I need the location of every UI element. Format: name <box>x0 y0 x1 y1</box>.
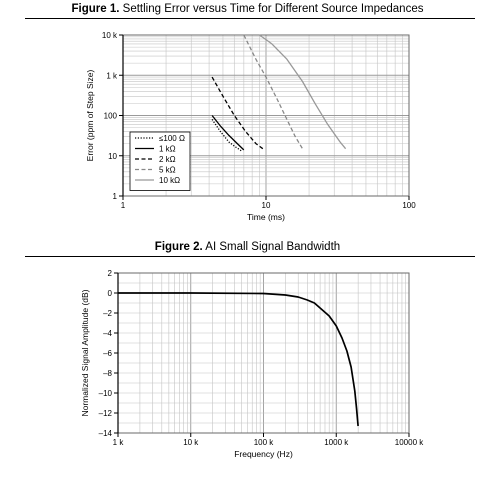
figure-1-title: Figure 1. Settling Error versus Time for… <box>0 3 495 15</box>
y-tick-label: –8 <box>103 369 112 378</box>
series-line-3 <box>211 76 264 150</box>
y-tick-label: 100 <box>104 112 118 121</box>
y-tick-label: 2 <box>108 269 113 278</box>
legend-label: ≤100 Ω <box>159 134 185 143</box>
title-rule <box>25 18 475 19</box>
y-tick-label: –12 <box>99 409 113 418</box>
y-tick-label: –10 <box>99 389 113 398</box>
x-tick-label: 10000 k <box>395 438 424 447</box>
x-axis-label: Frequency (Hz) <box>234 449 293 459</box>
series-line-5 <box>259 34 347 150</box>
legend-box <box>129 131 191 191</box>
legend-label: 5 kΩ <box>159 166 176 175</box>
figure-1-label: Figure 1. <box>71 3 120 15</box>
y-tick-label: 1 <box>113 192 118 201</box>
figure-2-title: Figure 2. AI Small Signal Bandwidth <box>0 241 495 253</box>
x-tick-label: 100 k <box>254 438 275 447</box>
x-tick-label: 1000 k <box>324 438 349 447</box>
y-tick-label: –6 <box>103 349 112 358</box>
figure-2-label: Figure 2. <box>154 241 203 253</box>
x-axis-label: Time (ms) <box>247 212 285 222</box>
x-tick-label: 1 <box>121 201 126 210</box>
legend-label: 2 kΩ <box>159 155 176 164</box>
series-line-2 <box>211 115 245 151</box>
x-tick-label: 1 k <box>113 438 125 447</box>
x-tick-label: 100 <box>402 201 416 210</box>
title-rule <box>25 256 475 257</box>
x-tick-label: 10 <box>262 201 271 210</box>
series-line-4 <box>243 34 304 150</box>
legend-label: 1 kΩ <box>159 145 176 154</box>
y-axis-label: Normalized Signal Amplitude (dB) <box>80 289 90 416</box>
x-tick-label: 10 k <box>183 438 199 447</box>
y-axis-label: Error (ppm of Step Size) <box>85 70 95 162</box>
y-tick-label: –2 <box>103 309 112 318</box>
y-tick-label: –4 <box>103 329 112 338</box>
y-tick-label: –14 <box>99 429 113 438</box>
y-tick-label: 1 k <box>106 71 118 80</box>
series-line-1 <box>118 292 359 427</box>
series-line-1 <box>211 119 243 152</box>
y-tick-label: 0 <box>108 289 113 298</box>
figure-2-caption: AI Small Signal Bandwidth <box>202 241 341 253</box>
y-tick-label: 10 k <box>102 31 118 40</box>
figure-1-caption: Settling Error versus Time for Different… <box>119 3 424 15</box>
y-tick-label: 10 <box>108 152 117 161</box>
legend-label: 10 kΩ <box>159 176 180 185</box>
